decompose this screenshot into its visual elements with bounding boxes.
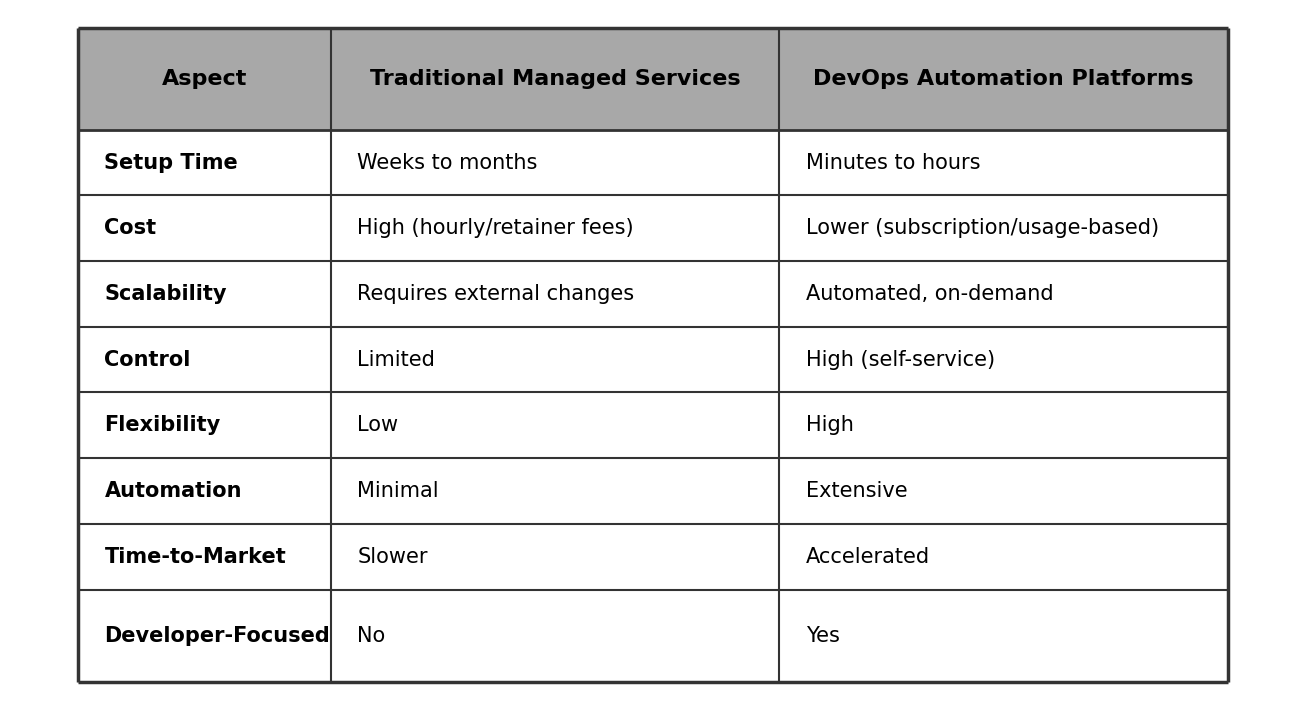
Bar bbox=[780, 589, 1228, 682]
Text: Time-to-Market: Time-to-Market bbox=[104, 547, 286, 567]
Text: Developer-Focused: Developer-Focused bbox=[104, 626, 330, 645]
Text: Cost: Cost bbox=[104, 218, 157, 239]
Text: High (self-service): High (self-service) bbox=[806, 349, 995, 370]
Bar bbox=[332, 393, 780, 458]
Text: Slower: Slower bbox=[358, 547, 428, 567]
Text: Automated, on-demand: Automated, on-demand bbox=[806, 284, 1053, 304]
Text: Setup Time: Setup Time bbox=[104, 153, 238, 173]
Bar bbox=[780, 393, 1228, 458]
Bar bbox=[78, 130, 332, 195]
Bar bbox=[780, 327, 1228, 393]
Bar bbox=[780, 28, 1228, 130]
Bar bbox=[332, 589, 780, 682]
Bar bbox=[332, 327, 780, 393]
Text: Flexibility: Flexibility bbox=[104, 415, 221, 435]
Text: Yes: Yes bbox=[806, 626, 840, 645]
Bar bbox=[332, 195, 780, 261]
Bar bbox=[78, 28, 332, 130]
Bar bbox=[332, 261, 780, 327]
Text: Aspect: Aspect bbox=[162, 69, 247, 89]
Bar bbox=[780, 130, 1228, 195]
Text: Extensive: Extensive bbox=[806, 481, 908, 501]
Text: Control: Control bbox=[104, 349, 191, 370]
Text: DevOps Automation Platforms: DevOps Automation Platforms bbox=[814, 69, 1194, 89]
Bar bbox=[78, 393, 332, 458]
Bar bbox=[332, 458, 780, 524]
Bar bbox=[332, 28, 780, 130]
Text: Minutes to hours: Minutes to hours bbox=[806, 153, 980, 173]
Text: Minimal: Minimal bbox=[358, 481, 439, 501]
Bar bbox=[332, 524, 780, 589]
Text: High: High bbox=[806, 415, 853, 435]
Text: Requires external changes: Requires external changes bbox=[358, 284, 635, 304]
Bar bbox=[78, 195, 332, 261]
Text: High (hourly/retainer fees): High (hourly/retainer fees) bbox=[358, 218, 633, 239]
Text: Accelerated: Accelerated bbox=[806, 547, 930, 567]
Text: Lower (subscription/usage-based): Lower (subscription/usage-based) bbox=[806, 218, 1158, 239]
Bar bbox=[780, 524, 1228, 589]
Bar bbox=[78, 261, 332, 327]
Bar bbox=[332, 130, 780, 195]
Bar bbox=[780, 195, 1228, 261]
Bar bbox=[780, 458, 1228, 524]
Bar bbox=[780, 261, 1228, 327]
Text: Scalability: Scalability bbox=[104, 284, 227, 304]
Text: Traditional Managed Services: Traditional Managed Services bbox=[370, 69, 741, 89]
Bar bbox=[78, 327, 332, 393]
Bar bbox=[78, 589, 332, 682]
Text: Weeks to months: Weeks to months bbox=[358, 153, 538, 173]
Text: Low: Low bbox=[358, 415, 398, 435]
Bar bbox=[78, 458, 332, 524]
Text: No: No bbox=[358, 626, 385, 645]
Text: Automation: Automation bbox=[104, 481, 242, 501]
Bar bbox=[78, 524, 332, 589]
Text: Limited: Limited bbox=[358, 349, 435, 370]
